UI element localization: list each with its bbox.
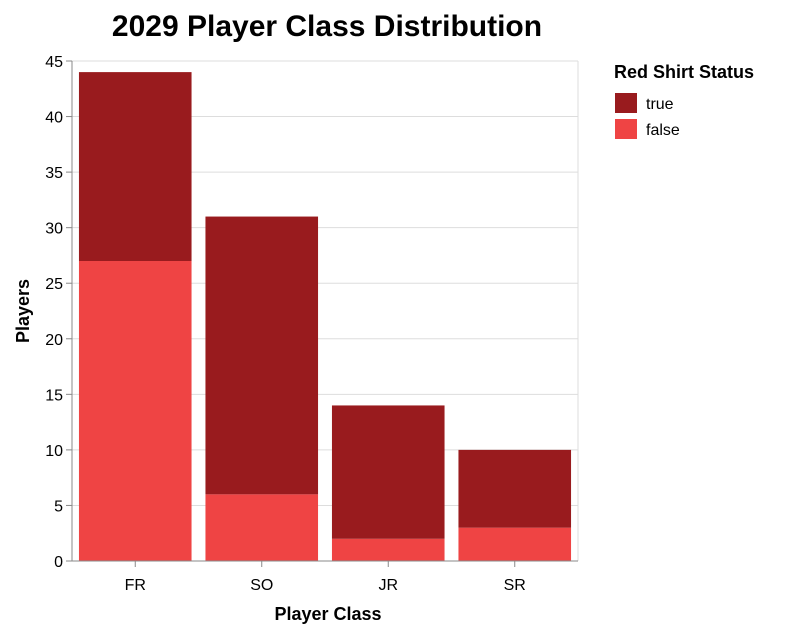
y-tick-label: 25	[45, 276, 63, 293]
legend: Red Shirt Status true false	[614, 62, 754, 139]
x-axis-title: Player Class	[274, 604, 381, 624]
bars	[78, 72, 572, 561]
y-tick-label: 10	[45, 443, 63, 460]
axes: 0 5 10 15 20 25 30 35 40 45 FR SO JR SR	[45, 54, 578, 594]
bar-fr-true	[78, 72, 192, 261]
y-tick-label: 35	[45, 165, 63, 182]
y-tick-label: 15	[45, 387, 63, 404]
chart-title: 2029 Player Class Distribution	[112, 10, 542, 43]
bar-so-true	[205, 216, 319, 495]
x-tick-label: JR	[378, 577, 398, 594]
bar-so-false	[205, 494, 319, 561]
bar-jr-false	[331, 538, 445, 561]
bar-fr-false	[78, 261, 192, 561]
legend-label-true: true	[646, 96, 674, 113]
bar-sr-true	[458, 449, 572, 528]
legend-swatch-true	[615, 93, 637, 113]
x-tick-label: SR	[504, 577, 526, 594]
y-axis-title: Players	[13, 279, 33, 343]
bar-jr-true	[331, 405, 445, 539]
y-tick-label: 45	[45, 54, 63, 71]
y-tick-label: 20	[45, 332, 63, 349]
legend-swatch-false	[615, 119, 637, 139]
y-tick-label: 40	[45, 110, 63, 127]
legend-label-false: false	[646, 122, 680, 139]
x-tick-label: SO	[250, 577, 273, 594]
bar-sr-false	[458, 527, 572, 561]
y-tick-label: 30	[45, 221, 63, 238]
y-tick-label: 5	[54, 498, 63, 515]
x-tick-label: FR	[125, 577, 146, 594]
y-tick-label: 0	[54, 554, 63, 571]
legend-title: Red Shirt Status	[614, 62, 754, 82]
